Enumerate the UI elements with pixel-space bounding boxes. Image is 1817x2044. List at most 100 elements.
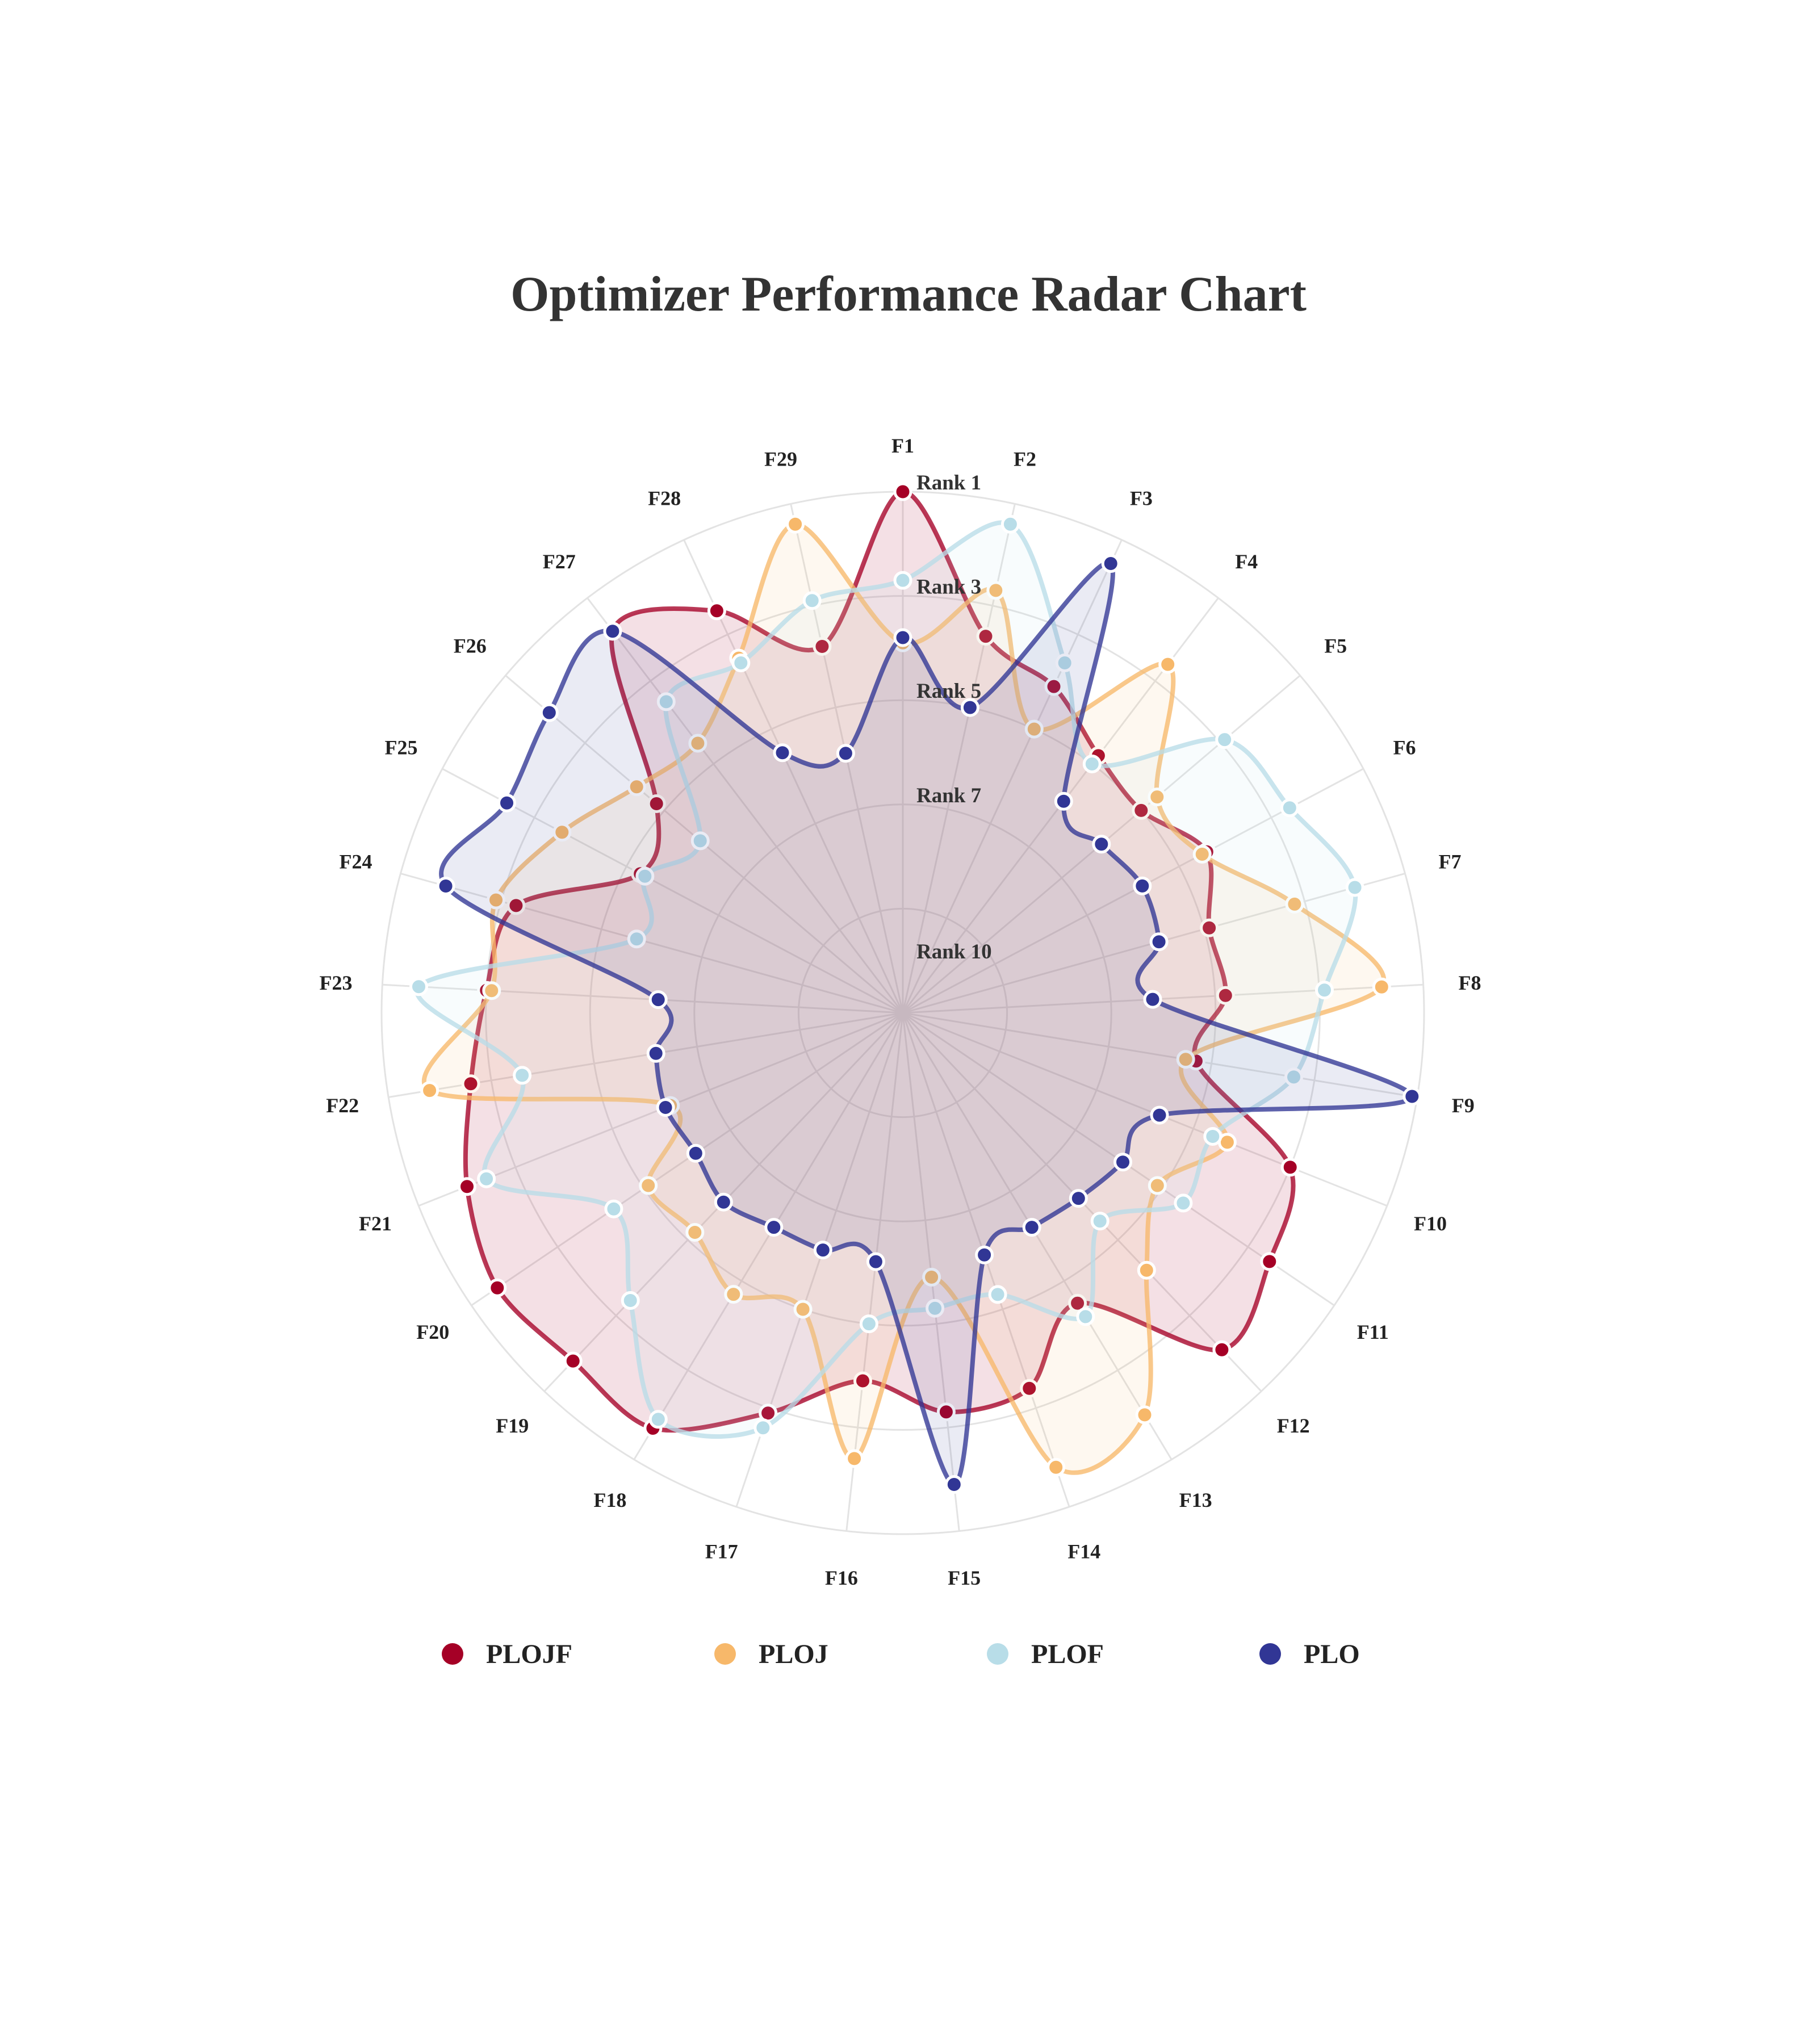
data-point-ploj-f27[interactable] bbox=[688, 734, 707, 753]
data-point-plo-f6[interactable] bbox=[1133, 876, 1152, 895]
data-point-plo-f28[interactable] bbox=[773, 743, 792, 763]
data-point-plojf-f8[interactable] bbox=[1216, 986, 1235, 1005]
data-point-plof-f29[interactable] bbox=[802, 591, 822, 610]
data-point-ploj-f22[interactable] bbox=[420, 1081, 439, 1100]
data-point-plof-f24[interactable] bbox=[627, 929, 646, 949]
data-point-plof-f17[interactable] bbox=[753, 1418, 773, 1438]
data-point-plo-f29[interactable] bbox=[836, 744, 855, 763]
data-point-plojf-f7[interactable] bbox=[1200, 918, 1219, 937]
data-point-plof-f7[interactable] bbox=[1345, 878, 1364, 897]
data-point-plo-f12[interactable] bbox=[1069, 1189, 1088, 1208]
legend-item-plo[interactable]: PLO bbox=[1259, 1628, 1360, 1679]
data-point-ploj-f19[interactable] bbox=[685, 1223, 705, 1242]
data-point-plojf-f11[interactable] bbox=[1260, 1252, 1279, 1271]
data-point-plo-f5[interactable] bbox=[1092, 835, 1111, 854]
data-point-ploj-f26[interactable] bbox=[627, 777, 646, 797]
data-point-plof-f19[interactable] bbox=[621, 1291, 640, 1310]
data-point-ploj-f4[interactable] bbox=[1158, 655, 1178, 674]
data-point-plof-f3[interactable] bbox=[1055, 654, 1074, 672]
data-point-ploj-f17[interactable] bbox=[793, 1300, 813, 1319]
data-point-plo-f3[interactable] bbox=[1101, 554, 1120, 573]
data-point-plof-f9[interactable] bbox=[1284, 1067, 1303, 1087]
data-point-plo-f21[interactable] bbox=[656, 1098, 675, 1117]
data-point-plof-f26[interactable] bbox=[690, 831, 710, 851]
data-point-plojf-f26[interactable] bbox=[647, 794, 666, 813]
data-point-plof-f12[interactable] bbox=[1090, 1212, 1110, 1231]
legend-item-ploj[interactable]: PLOJ bbox=[714, 1628, 828, 1679]
data-point-ploj-f3[interactable] bbox=[1024, 719, 1044, 739]
data-point-plo-f24[interactable] bbox=[436, 877, 455, 895]
data-point-plojf-f10[interactable] bbox=[1280, 1158, 1300, 1177]
data-point-plof-f22[interactable] bbox=[513, 1066, 532, 1085]
data-point-plojf-f19[interactable] bbox=[563, 1351, 583, 1371]
data-point-plof-f5[interactable] bbox=[1215, 730, 1234, 749]
data-point-plojf-f29[interactable] bbox=[813, 637, 832, 656]
data-point-plof-f4[interactable] bbox=[1082, 755, 1102, 773]
data-point-plo-f15[interactable] bbox=[944, 1475, 964, 1494]
data-point-plo-f25[interactable] bbox=[497, 793, 516, 812]
data-point-plo-f14[interactable] bbox=[975, 1245, 994, 1264]
data-point-ploj-f13[interactable] bbox=[1135, 1405, 1154, 1425]
data-point-plojf-f13[interactable] bbox=[1068, 1293, 1087, 1313]
data-point-plo-f4[interactable] bbox=[1054, 791, 1073, 811]
data-point-plof-f14[interactable] bbox=[988, 1285, 1007, 1304]
data-point-plof-f13[interactable] bbox=[1076, 1307, 1095, 1326]
data-point-plo-f17[interactable] bbox=[813, 1241, 832, 1260]
data-point-ploj-f14[interactable] bbox=[1046, 1457, 1066, 1477]
data-point-plo-f7[interactable] bbox=[1149, 932, 1169, 952]
data-point-plof-f10[interactable] bbox=[1203, 1127, 1223, 1146]
data-point-ploj-f8[interactable] bbox=[1372, 977, 1391, 996]
data-point-plo-f13[interactable] bbox=[1022, 1218, 1041, 1237]
data-point-ploj-f29[interactable] bbox=[786, 514, 805, 534]
data-point-plojf-f16[interactable] bbox=[853, 1371, 872, 1390]
data-point-plof-f15[interactable] bbox=[926, 1299, 945, 1318]
data-point-plojf-f2[interactable] bbox=[976, 627, 995, 646]
data-point-plo-f16[interactable] bbox=[866, 1252, 885, 1271]
data-point-ploj-f11[interactable] bbox=[1148, 1176, 1167, 1195]
data-point-plo-f8[interactable] bbox=[1143, 990, 1162, 1009]
data-point-plo-f19[interactable] bbox=[714, 1192, 733, 1212]
data-point-plof-f2[interactable] bbox=[1000, 514, 1020, 534]
data-point-plof-f20[interactable] bbox=[604, 1199, 623, 1218]
data-point-plojf-f20[interactable] bbox=[488, 1278, 507, 1297]
data-point-ploj-f25[interactable] bbox=[552, 823, 572, 842]
data-point-ploj-f16[interactable] bbox=[845, 1449, 864, 1468]
data-point-plof-f23[interactable] bbox=[409, 977, 428, 996]
data-point-plof-f8[interactable] bbox=[1315, 981, 1334, 1000]
data-point-plo-f2[interactable] bbox=[960, 698, 979, 717]
legend-item-plof[interactable]: PLOF bbox=[987, 1628, 1104, 1679]
data-point-ploj-f23[interactable] bbox=[482, 981, 501, 1000]
data-point-plo-f18[interactable] bbox=[764, 1218, 784, 1237]
data-point-ploj-f24[interactable] bbox=[487, 890, 505, 910]
data-point-ploj-f6[interactable] bbox=[1192, 845, 1212, 864]
data-point-plojf-f28[interactable] bbox=[707, 601, 726, 621]
data-point-plo-f10[interactable] bbox=[1150, 1105, 1169, 1125]
data-point-plo-f20[interactable] bbox=[686, 1144, 705, 1163]
data-point-plo-f22[interactable] bbox=[646, 1044, 665, 1063]
data-point-ploj-f15[interactable] bbox=[922, 1267, 941, 1287]
data-point-plo-f23[interactable] bbox=[648, 990, 668, 1010]
data-point-plo-f11[interactable] bbox=[1113, 1153, 1132, 1172]
data-point-ploj-f20[interactable] bbox=[639, 1176, 658, 1195]
data-point-plof-f28[interactable] bbox=[731, 654, 751, 672]
data-point-plo-f9[interactable] bbox=[1402, 1087, 1422, 1106]
data-point-plof-f16[interactable] bbox=[859, 1314, 878, 1334]
legend-item-plojf[interactable]: PLOJF bbox=[442, 1628, 572, 1679]
data-point-plof-f21[interactable] bbox=[477, 1169, 496, 1188]
data-point-ploj-f7[interactable] bbox=[1285, 894, 1304, 914]
data-point-plojf-f15[interactable] bbox=[936, 1402, 956, 1422]
data-point-ploj-f12[interactable] bbox=[1137, 1260, 1156, 1280]
data-point-plo-f1[interactable] bbox=[893, 628, 912, 647]
data-point-plojf-f14[interactable] bbox=[1020, 1379, 1039, 1398]
data-point-plof-f18[interactable] bbox=[648, 1410, 668, 1429]
data-point-ploj-f9[interactable] bbox=[1176, 1050, 1195, 1069]
data-point-ploj-f2[interactable] bbox=[986, 581, 1006, 600]
data-point-ploj-f5[interactable] bbox=[1148, 788, 1167, 807]
data-point-plof-f11[interactable] bbox=[1174, 1193, 1193, 1213]
data-point-plojf-f1[interactable] bbox=[893, 482, 912, 501]
data-point-plojf-f3[interactable] bbox=[1044, 677, 1064, 696]
data-point-plojf-f5[interactable] bbox=[1132, 801, 1151, 820]
data-point-plo-f26[interactable] bbox=[539, 703, 559, 722]
data-point-plof-f27[interactable] bbox=[656, 692, 676, 711]
data-point-plof-f25[interactable] bbox=[635, 866, 655, 886]
